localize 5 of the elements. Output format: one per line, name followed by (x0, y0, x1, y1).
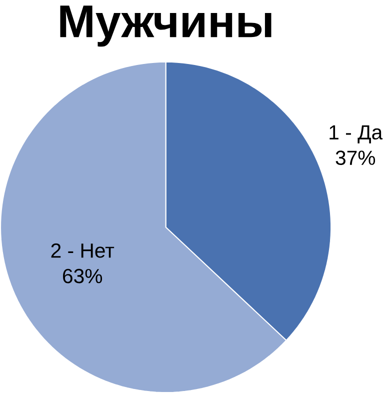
chart-title: Мужчины (60, 6, 272, 47)
slice-label: 2 - Нет (51, 243, 114, 258)
data-label: 37% (336, 150, 375, 166)
slice-label: 1 - Да (330, 125, 382, 144)
data-label: 63% (62, 268, 102, 284)
